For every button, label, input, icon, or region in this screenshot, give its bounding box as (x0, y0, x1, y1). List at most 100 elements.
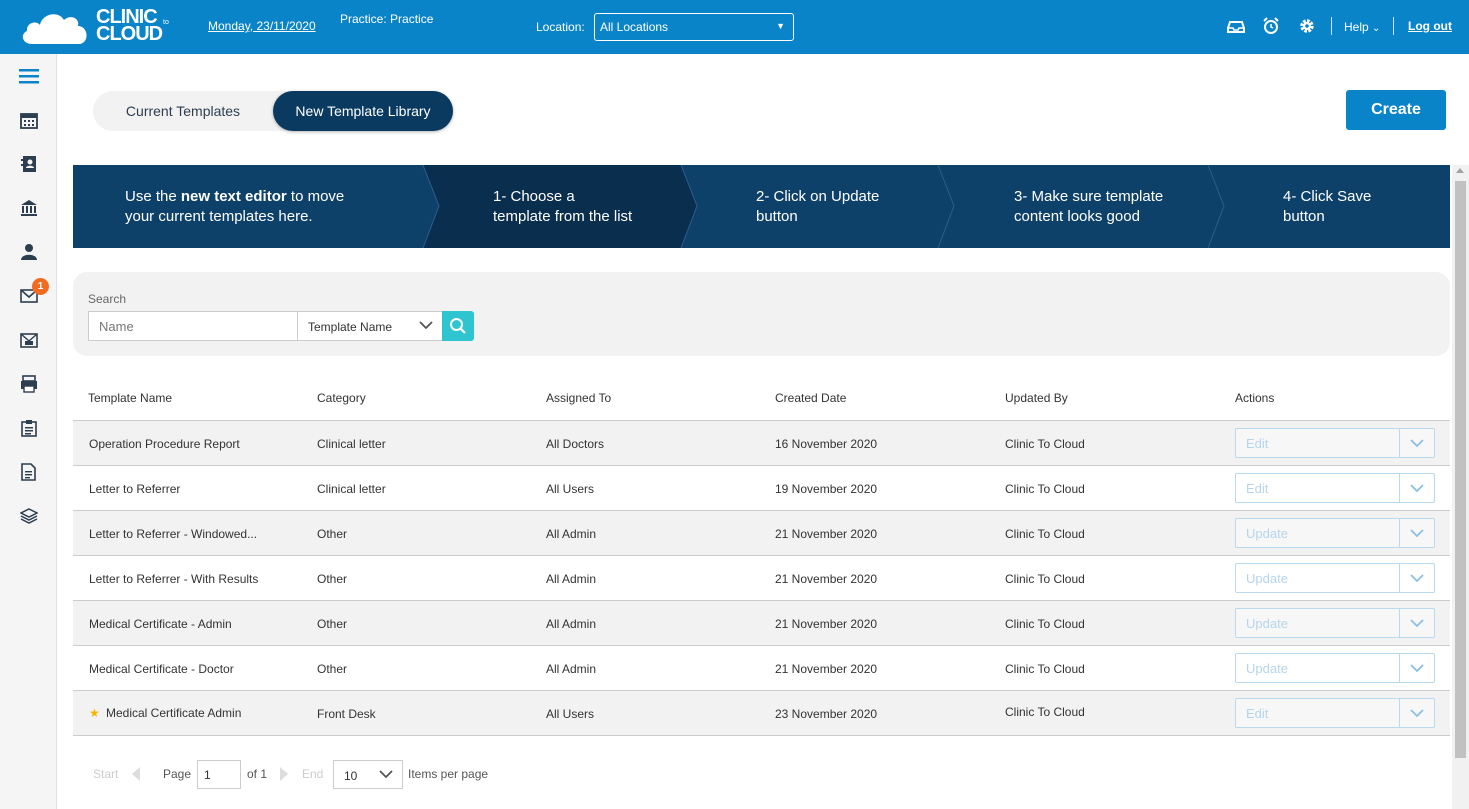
chevron-down-icon (418, 318, 434, 335)
cell-name: Letter to Referrer - With Results (89, 572, 259, 586)
triangle-right-icon[interactable] (278, 766, 290, 785)
templates-table: Template Name Category Assigned To Creat… (73, 376, 1450, 736)
cell-name: Medical Certificate - Admin (89, 617, 232, 631)
bank-billing-icon[interactable] (0, 186, 57, 230)
pagination: Start Page of 1 End 10 Items per page (73, 758, 673, 790)
chevron-down-icon[interactable] (1400, 519, 1434, 547)
chevron-down-icon[interactable] (1400, 699, 1434, 727)
column-header-category[interactable]: Category (317, 391, 366, 405)
column-header-updated-by[interactable]: Updated By (1005, 391, 1068, 405)
search-name-input[interactable] (88, 311, 298, 341)
row-action-split-button: Update (1235, 608, 1435, 638)
scrollbar-thumb[interactable] (1455, 181, 1466, 758)
inbox-tray-icon[interactable] (1227, 17, 1247, 37)
migration-steps-banner: Use the new text editor to move your cur… (73, 165, 1450, 248)
chevron-down-icon[interactable] (1400, 474, 1434, 502)
column-header-actions: Actions (1235, 391, 1275, 405)
create-button[interactable]: Create (1346, 90, 1446, 130)
triangle-left-icon[interactable] (130, 766, 142, 785)
chevron-down-icon[interactable] (1400, 654, 1434, 682)
search-button[interactable] (442, 311, 474, 341)
clinic-to-cloud-logo[interactable]: CLINIC CLOUD to (18, 6, 173, 48)
cell-name: Medical Certificate Admin (106, 706, 242, 720)
row-action-split-button: Edit (1235, 473, 1435, 503)
mail-inbox-icon[interactable] (0, 318, 57, 362)
gear-icon[interactable] (1298, 17, 1318, 37)
hamburger-menu-icon[interactable] (0, 54, 57, 98)
current-date-link[interactable]: Monday, 23/11/2020 (208, 19, 316, 33)
update-button[interactable]: Update (1246, 571, 1288, 586)
tab-current-templates[interactable]: Current Templates (125, 103, 241, 119)
row-action-split-button: Update (1235, 518, 1435, 548)
contacts-book-icon[interactable] (0, 142, 57, 186)
cell-created: 16 November 2020 (775, 437, 878, 451)
divider (1399, 699, 1400, 727)
chevron-down-icon[interactable] (1400, 429, 1434, 457)
cell-category: Clinical letter (317, 482, 386, 496)
table-row[interactable]: Letter to Referrer - Windowed... Other A… (73, 511, 1450, 556)
banner-chevrons (422, 165, 1225, 248)
chevron-down-icon (378, 767, 394, 784)
cell-created: 21 November 2020 (775, 572, 878, 586)
update-button[interactable]: Update (1246, 616, 1288, 631)
divider (1399, 609, 1400, 637)
printer-tray-icon[interactable] (0, 362, 57, 406)
table-row[interactable]: Medical Certificate - Admin Other All Ad… (73, 601, 1450, 646)
table-row[interactable]: ★ Medical Certificate Admin Front Desk A… (73, 691, 1450, 736)
logout-link[interactable]: Log out (1408, 19, 1452, 33)
table-row[interactable]: Letter to Referrer Clinical letter All U… (73, 466, 1450, 511)
row-action-split-button: Update (1235, 563, 1435, 593)
cell-updated-by: Clinic To Cloud (1005, 705, 1085, 719)
tab-new-template-library[interactable]: New Template Library (273, 91, 453, 131)
document-icon[interactable] (0, 450, 57, 494)
calendar-icon[interactable] (0, 98, 57, 142)
row-action-split-button: Update (1235, 653, 1435, 683)
edit-button[interactable]: Edit (1246, 706, 1269, 721)
help-menu[interactable]: Help ⌄ (1344, 20, 1381, 34)
page-size-select[interactable]: 10 (333, 760, 403, 789)
cell-category: Other (317, 572, 348, 586)
patient-user-icon[interactable] (0, 230, 57, 274)
row-action-split-button: Edit (1235, 698, 1435, 728)
page-label: Page (163, 767, 192, 781)
search-field-select[interactable]: Template Name (297, 311, 443, 341)
table-row[interactable]: Medical Certificate - Doctor Other All A… (73, 646, 1450, 691)
cell-updated-by: Clinic To Cloud (1005, 527, 1085, 541)
column-header-created[interactable]: Created Date (775, 391, 847, 405)
scroll-up-arrow-icon[interactable] (1456, 168, 1464, 173)
update-button[interactable]: Update (1246, 526, 1288, 541)
cell-created: 21 November 2020 (775, 617, 878, 631)
cell-category: Clinical letter (317, 437, 386, 451)
table-row[interactable]: Operation Procedure Report Clinical lett… (73, 421, 1450, 466)
divider (1399, 519, 1400, 547)
messages-envelope-icon[interactable] (0, 274, 57, 318)
cell-name: Letter to Referrer - Windowed... (89, 527, 258, 541)
items-per-page-label: Items per page (408, 767, 489, 781)
cell-assigned: All Users (546, 482, 595, 496)
update-button[interactable]: Update (1246, 661, 1288, 676)
cell-created: 19 November 2020 (775, 482, 878, 496)
layers-icon[interactable] (0, 494, 57, 538)
cloud-logo-icon (22, 14, 87, 44)
cell-category: Other (317, 617, 348, 631)
pager-start-button[interactable]: Start (93, 767, 119, 781)
alarm-clock-icon[interactable] (1262, 17, 1282, 37)
cell-category: Front Desk (317, 707, 376, 721)
column-header-assigned[interactable]: Assigned To (546, 391, 612, 405)
clipboard-icon[interactable] (0, 406, 57, 450)
edit-button[interactable]: Edit (1246, 436, 1269, 451)
pager-end-button[interactable]: End (302, 767, 324, 781)
cell-created: 21 November 2020 (775, 662, 878, 676)
chevron-down-icon[interactable] (1400, 564, 1434, 592)
cell-updated-by: Clinic To Cloud (1005, 662, 1085, 676)
column-header-name[interactable]: Template Name (88, 391, 173, 405)
cell-updated-by: Clinic To Cloud (1005, 572, 1085, 586)
page-number-input[interactable] (197, 760, 241, 789)
table-row[interactable]: Letter to Referrer - With Results Other … (73, 556, 1450, 601)
cell-name: Letter to Referrer (89, 482, 181, 496)
cell-created: 21 November 2020 (775, 527, 878, 541)
location-select[interactable]: All Locations ▼ (594, 13, 794, 41)
chevron-down-icon[interactable] (1400, 609, 1434, 637)
edit-button[interactable]: Edit (1246, 481, 1269, 496)
divider (1399, 564, 1400, 592)
